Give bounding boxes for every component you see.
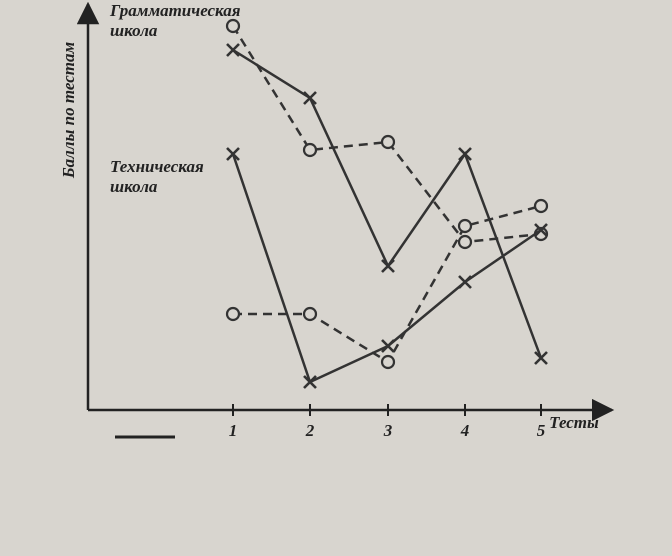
marker — [380, 354, 396, 370]
annotation: школа — [110, 21, 158, 40]
marker — [534, 223, 548, 237]
marker — [457, 234, 473, 250]
marker — [380, 134, 396, 150]
x-axis-label: Тесты — [549, 413, 599, 432]
x-tick-label: 2 — [305, 421, 315, 440]
marker — [303, 375, 317, 389]
marker — [302, 142, 318, 158]
marker — [226, 43, 240, 57]
marker — [302, 306, 318, 322]
marker — [381, 259, 395, 273]
marker — [225, 18, 241, 34]
x-tick-label: 3 — [383, 421, 393, 440]
annotation: Техническая — [110, 157, 204, 176]
x-tick-label: 1 — [229, 421, 238, 440]
y-axis-label: Баллы по тестам — [59, 42, 78, 180]
marker — [226, 147, 240, 161]
marker — [458, 147, 472, 161]
marker — [303, 91, 317, 105]
series-line — [231, 25, 542, 244]
marker — [225, 306, 241, 322]
marker — [534, 351, 548, 365]
marker — [457, 218, 473, 234]
marker — [533, 198, 549, 214]
x-tick-label: 4 — [460, 421, 470, 440]
marker — [381, 339, 395, 353]
annotation: Грамматическая — [109, 1, 241, 20]
x-tick-label: 5 — [537, 421, 546, 440]
annotation: школа — [110, 177, 158, 196]
marker — [458, 275, 472, 289]
